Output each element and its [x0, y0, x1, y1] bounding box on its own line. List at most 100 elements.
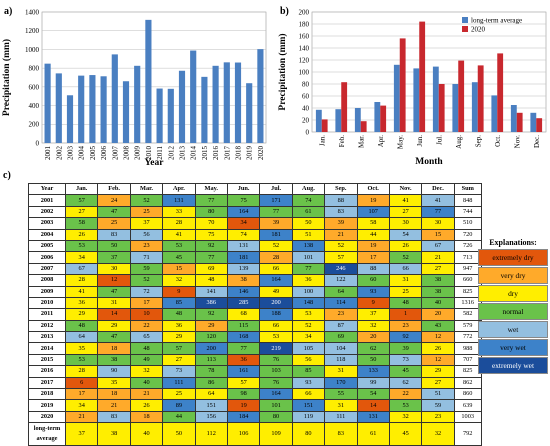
value-cell: 74 — [291, 194, 326, 207]
value-cell: 101 — [291, 251, 326, 264]
bar-b-series-0 — [432, 66, 439, 132]
x-tick-label-a: 2002 — [55, 146, 63, 161]
value-cell: 139 — [226, 262, 261, 276]
value-cell: 103 — [259, 365, 293, 378]
value-cell: 53 — [388, 399, 423, 412]
value-cell: 133 — [356, 365, 390, 378]
value-cell: 48 — [388, 296, 423, 310]
value-cell: 77 — [259, 205, 293, 219]
value-cell: 57 — [226, 376, 261, 390]
value-cell: 10 — [129, 308, 164, 321]
value-cell: 65 — [129, 331, 164, 344]
value-cell: 69 — [324, 331, 358, 344]
value-cell: 76 — [259, 353, 293, 367]
value-cell: 92 — [194, 239, 228, 253]
bar-a — [212, 65, 219, 143]
average-value-cell: 40 — [129, 422, 164, 446]
value-cell: 62 — [388, 376, 423, 390]
x-tick-label-a: 2004 — [78, 146, 86, 161]
table-row: 2011 29 14 10 48 92 68 188 53 23 37 1 20 582 — [28, 308, 482, 321]
value-cell: 29 — [194, 319, 228, 333]
chart-b: 0 20 40 60 80 100 120 140 160 180 200 Jan. Feb. Mar. A… — [276, 0, 550, 168]
value-cell: 89 — [162, 399, 196, 412]
year-cell: 2016 — [28, 365, 66, 378]
table-header-cell: Apr. — [162, 182, 196, 196]
value-cell: 38 — [226, 274, 261, 287]
value-cell: 21 — [97, 399, 131, 412]
table-row: 2010 36 31 17 85 386 285 200 148 114 9 48 40 1316 — [28, 296, 482, 310]
value-cell: 80 — [259, 410, 293, 424]
value-cell: 61 — [291, 205, 326, 219]
value-cell: 56 — [129, 228, 164, 241]
table-header-row: Year Jan. Feb. Mar. Apr. May. Jun. Jul. Aug. Sep.… — [28, 182, 482, 196]
value-cell: 37 — [97, 251, 131, 264]
value-cell: 19 — [356, 194, 390, 207]
table-header-cell: Sep. — [324, 182, 358, 196]
value-cell: 151 — [291, 399, 326, 412]
value-cell: 88 — [356, 262, 390, 276]
value-cell: 19 — [356, 239, 390, 253]
value-cell: 27 — [162, 353, 196, 367]
table-row: 2007 67 30 59 15 69 139 66 77 246 88 66 27 947 — [28, 262, 482, 276]
value-cell: 26 — [421, 342, 455, 355]
classification-legend: Explanations: extremely dry very dry dry no… — [478, 238, 548, 375]
value-cell: 23 — [324, 308, 358, 321]
table-header-cell: May. — [194, 182, 228, 196]
y-tick-label-b: 40 — [302, 104, 310, 112]
bar-b-series-1 — [321, 119, 328, 132]
year-cell: 2018 — [28, 388, 66, 401]
year-cell: 2004 — [28, 228, 66, 241]
precipitation-table: Year Jan. Feb. Mar. Apr. May. Jun. Jul. Aug. Sep.… — [28, 182, 482, 446]
table-row: 2016 28 90 32 73 78 161 103 85 31 133 45 29 825 — [28, 365, 482, 378]
value-cell: 77 — [194, 194, 228, 207]
bar-b-series-1 — [380, 105, 387, 132]
bar-b-series-0 — [335, 109, 342, 132]
value-cell: 184 — [226, 410, 261, 424]
value-cell: 23 — [129, 239, 164, 253]
value-cell: 29 — [421, 365, 455, 378]
value-cell: 44 — [356, 228, 390, 241]
bar-a — [111, 54, 118, 143]
value-cell: 40 — [421, 296, 455, 310]
value-cell: 48 — [129, 342, 164, 355]
value-cell: 54 — [356, 388, 390, 401]
value-cell: 53 — [259, 331, 293, 344]
value-cell: 49 — [129, 353, 164, 367]
bar-b-series-1 — [536, 118, 543, 132]
value-cell: 52 — [129, 274, 164, 287]
value-cell: 45 — [388, 365, 423, 378]
table-row: 2017 6 35 40 111 86 57 76 93 170 99 62 27 862 — [28, 376, 482, 390]
value-cell: 28 — [259, 251, 293, 264]
x-tick-label-b: Dec. — [533, 135, 541, 148]
value-cell: 53 — [291, 308, 326, 321]
x-tick-label-a: 2020 — [257, 146, 265, 161]
value-cell: 170 — [324, 376, 358, 390]
value-cell: 19 — [226, 399, 261, 412]
x-tick-label-a: 2012 — [167, 146, 175, 161]
y-tick-label-b: 180 — [299, 20, 310, 28]
value-cell: 113 — [194, 353, 228, 367]
bar-b-series-0 — [354, 108, 361, 132]
x-tick-label-a: 2018 — [235, 146, 243, 161]
panel-a-label: a) — [4, 6, 12, 17]
value-cell: 21 — [129, 388, 164, 401]
value-cell: 77 — [291, 262, 326, 276]
average-value-cell: 112 — [194, 422, 228, 446]
value-cell: 29 — [97, 319, 131, 333]
value-cell: 27 — [64, 205, 99, 219]
value-cell: 27 — [421, 376, 455, 390]
value-cell: 23 — [388, 319, 423, 333]
average-value-cell: 38 — [97, 422, 131, 446]
value-cell: 75 — [226, 194, 261, 207]
y-tick-label-a: 1400 — [25, 8, 40, 16]
legend-item-ed: extremely dry — [478, 249, 548, 266]
table-row: 2003 58 25 37 28 70 34 39 50 39 58 30 30 510 — [28, 217, 482, 230]
year-cell: 2006 — [28, 251, 66, 264]
table-row: 2004 26 83 56 41 75 74 181 51 21 44 54 15 720 — [28, 228, 482, 241]
table-c: c) Year Jan. Feb. Mar. Apr. May. Jun. Jul. Aug. S… — [0, 170, 550, 446]
sum-cell: 744 — [453, 205, 482, 219]
x-tick-label-a: 2016 — [212, 146, 220, 161]
bar-a — [246, 83, 253, 143]
value-cell: 68 — [226, 308, 261, 321]
